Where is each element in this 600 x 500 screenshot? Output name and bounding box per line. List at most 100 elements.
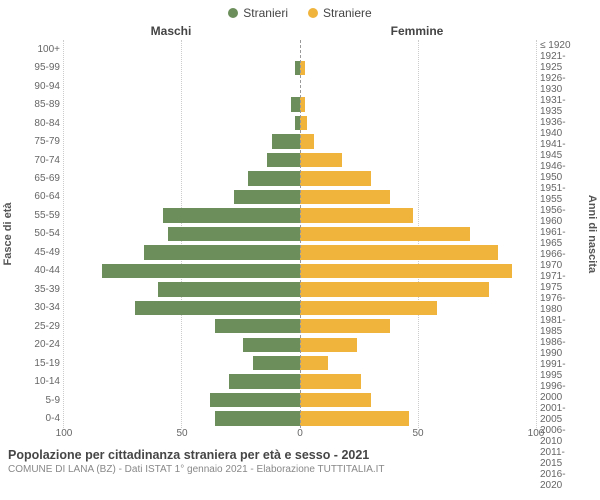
bar-male	[267, 153, 300, 167]
bar-row-male	[64, 169, 300, 187]
birth-label: 2011-2015	[540, 447, 584, 469]
bar-female	[300, 301, 437, 315]
bar-male	[168, 227, 300, 241]
bar-female	[300, 134, 314, 148]
bar-row-female	[300, 354, 536, 372]
bar-female	[300, 153, 342, 167]
birth-label: 1946-1950	[540, 161, 584, 183]
bar-row-female	[300, 169, 536, 187]
bar-female	[300, 264, 512, 278]
plot-female	[300, 40, 536, 428]
bar-row-female	[300, 225, 536, 243]
center-divider	[300, 40, 301, 428]
birth-label: 1961-1965	[540, 227, 584, 249]
age-label: 85-89	[16, 95, 60, 113]
bar-female	[300, 227, 470, 241]
x-tick: 50	[176, 428, 187, 439]
swatch-female	[308, 8, 318, 18]
birth-label: 1951-1955	[540, 183, 584, 205]
bar-row-male	[64, 354, 300, 372]
header-female: Femmine	[294, 24, 600, 38]
bar-male	[243, 338, 300, 352]
age-label: 35-39	[16, 280, 60, 298]
age-label: 60-64	[16, 188, 60, 206]
bar-row-male	[64, 114, 300, 132]
bar-male	[272, 134, 300, 148]
birth-label: 1971-1975	[540, 271, 584, 293]
bar-row-female	[300, 206, 536, 224]
plot-male	[64, 40, 300, 428]
age-label: 5-9	[16, 391, 60, 409]
bar-female	[300, 338, 357, 352]
birth-label: 1921-1925	[540, 51, 584, 73]
bar-male	[144, 245, 300, 259]
bar-row-male	[64, 40, 300, 58]
bar-row-female	[300, 243, 536, 261]
legend: Stranieri Straniere	[0, 0, 600, 20]
age-label: 50-54	[16, 225, 60, 243]
age-label: 70-74	[16, 151, 60, 169]
birth-label: 2016-2020	[540, 469, 584, 491]
legend-item-female: Straniere	[308, 6, 372, 20]
legend-label-female: Straniere	[323, 6, 372, 20]
birth-label: 1996-2000	[540, 381, 584, 403]
bar-row-male	[64, 95, 300, 113]
bar-row-female	[300, 317, 536, 335]
chart-area: Fasce di età Anni di nascita 100+95-9990…	[0, 40, 600, 428]
bar-row-female	[300, 95, 536, 113]
bar-row-female	[300, 40, 536, 58]
bar-row-male	[64, 299, 300, 317]
bar-male	[102, 264, 300, 278]
age-label: 15-19	[16, 354, 60, 372]
x-tick: 100	[528, 428, 545, 439]
plot	[64, 40, 536, 428]
age-labels-column: 100+95-9990-9485-8980-8475-7970-7465-696…	[16, 40, 64, 428]
age-label: 20-24	[16, 336, 60, 354]
bar-row-female	[300, 299, 536, 317]
legend-item-male: Stranieri	[228, 6, 288, 20]
age-label: 65-69	[16, 169, 60, 187]
birth-label: 1956-1960	[540, 205, 584, 227]
bar-female	[300, 282, 489, 296]
x-tick: 50	[412, 428, 423, 439]
bar-row-female	[300, 391, 536, 409]
bar-row-male	[64, 151, 300, 169]
bar-female	[300, 245, 498, 259]
bar-male	[215, 411, 300, 425]
age-label: 100+	[16, 40, 60, 58]
age-label: 45-49	[16, 243, 60, 261]
age-label: 25-29	[16, 317, 60, 335]
birth-label: 1931-1935	[540, 95, 584, 117]
bar-row-female	[300, 280, 536, 298]
chart-title: Popolazione per cittadinanza straniera p…	[8, 448, 592, 462]
bar-female	[300, 411, 409, 425]
bar-row-male	[64, 77, 300, 95]
bar-row-male	[64, 58, 300, 76]
birth-labels-column: ≤ 19201921-19251926-19301931-19351936-19…	[536, 40, 584, 428]
x-tick: 100	[56, 428, 73, 439]
bar-male	[135, 301, 300, 315]
bar-female	[300, 319, 390, 333]
bar-row-female	[300, 132, 536, 150]
bar-row-female	[300, 77, 536, 95]
swatch-male	[228, 8, 238, 18]
bar-male	[291, 97, 300, 111]
bar-male	[248, 171, 300, 185]
age-label: 80-84	[16, 114, 60, 132]
age-label: 10-14	[16, 372, 60, 390]
bar-female	[300, 374, 361, 388]
birth-label: 2001-2005	[540, 403, 584, 425]
bar-row-male	[64, 317, 300, 335]
bar-row-male	[64, 188, 300, 206]
y-axis-label-right: Anni di nascita	[586, 195, 598, 273]
bar-row-male	[64, 132, 300, 150]
bar-row-male	[64, 262, 300, 280]
birth-label: 1941-1945	[540, 139, 584, 161]
bar-male	[234, 190, 300, 204]
birth-label: 1966-1970	[540, 249, 584, 271]
age-label: 30-34	[16, 299, 60, 317]
bar-row-male	[64, 391, 300, 409]
bar-male	[210, 393, 300, 407]
bar-female	[300, 190, 390, 204]
bar-male	[163, 208, 300, 222]
